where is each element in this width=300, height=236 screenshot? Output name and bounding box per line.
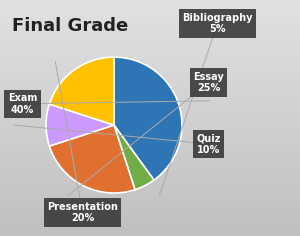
Text: Quiz
10%: Quiz 10%	[196, 133, 221, 155]
Wedge shape	[46, 104, 114, 146]
Text: Bibliography
5%: Bibliography 5%	[182, 13, 253, 34]
Wedge shape	[50, 125, 135, 193]
Text: Presentation
20%: Presentation 20%	[47, 202, 118, 223]
Text: Exam
40%: Exam 40%	[8, 93, 37, 115]
Wedge shape	[114, 57, 182, 180]
Wedge shape	[50, 57, 114, 125]
Wedge shape	[114, 125, 154, 190]
Text: Essay
25%: Essay 25%	[193, 72, 224, 93]
Text: Final Grade: Final Grade	[12, 17, 128, 34]
